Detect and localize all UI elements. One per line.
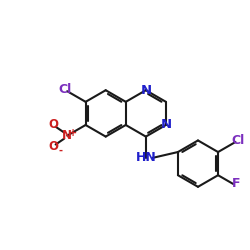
Text: HN: HN <box>136 151 156 164</box>
Text: N: N <box>140 84 151 97</box>
Text: N: N <box>160 118 172 132</box>
Text: Cl: Cl <box>232 134 245 146</box>
Text: O: O <box>49 118 59 131</box>
Text: Cl: Cl <box>59 83 72 96</box>
Text: F: F <box>232 178 240 190</box>
Text: N: N <box>62 129 72 142</box>
Text: O: O <box>49 140 59 153</box>
Text: +: + <box>69 128 77 138</box>
Text: -: - <box>58 145 62 155</box>
